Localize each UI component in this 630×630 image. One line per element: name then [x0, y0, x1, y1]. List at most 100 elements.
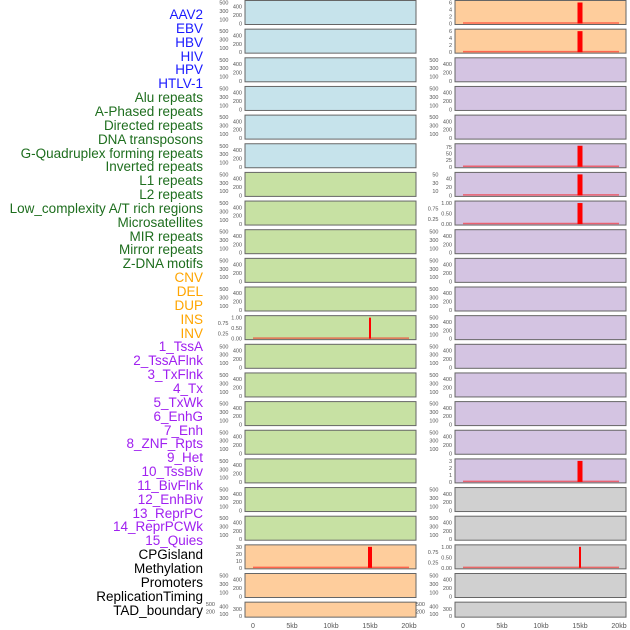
- y-tick-label: 4: [449, 36, 452, 42]
- y-tick-label: 6: [449, 1, 452, 7]
- track-panel: [454, 85, 627, 111]
- y-tick-label: 0: [239, 451, 242, 457]
- y-tick-label: 100: [219, 612, 228, 618]
- y-tick-label: 500: [219, 402, 228, 408]
- y-tick-label: 100: [219, 103, 228, 109]
- signal-bar: [369, 317, 371, 339]
- y-tick-label: 40: [446, 177, 452, 183]
- y-tick-label: 300: [219, 9, 228, 15]
- y-tick-label: 0: [239, 595, 242, 601]
- y-tick-label: 4: [449, 8, 452, 14]
- y-tick-label: 500: [429, 402, 438, 408]
- y-tick-label: 100: [219, 533, 228, 539]
- y-tick-label: 300: [219, 124, 228, 130]
- y-tick-label: 100: [219, 361, 228, 367]
- y-tick-label: 0: [449, 165, 452, 171]
- legend-label: 10_TssBiv: [141, 464, 203, 480]
- y-tick-label: 200: [233, 242, 242, 248]
- y-tick-label: 500: [429, 516, 438, 522]
- track-panel: [244, 171, 417, 197]
- y-tick-label: 200: [443, 242, 452, 248]
- track-panel: [454, 200, 627, 226]
- y-tick-label: 400: [233, 578, 242, 584]
- y-tick-label: 500: [429, 287, 438, 293]
- y-tick-label: 500: [416, 602, 425, 608]
- y-tick-label: 200: [233, 13, 242, 19]
- legend-label: G-Quadruplex forming repeats: [20, 145, 203, 161]
- y-tick-label: 0: [239, 423, 242, 429]
- y-tick-label: 500: [429, 86, 438, 92]
- legend-label: 6_EnhG: [153, 408, 203, 424]
- y-tick-label: 3: [449, 459, 452, 465]
- y-tick-label: 300: [429, 525, 438, 531]
- y-tick-label: 500: [429, 344, 438, 350]
- signal-bar: [368, 546, 372, 568]
- track-panel: [244, 573, 417, 598]
- y-tick-label: 0: [239, 222, 242, 228]
- legend-label: CNV: [174, 270, 203, 286]
- y-tick-label: 500: [429, 430, 438, 436]
- y-tick-label: 200: [233, 70, 242, 76]
- y-tick-label: 400: [233, 463, 242, 469]
- track-panel: [454, 143, 627, 169]
- y-tick-label: 100: [429, 590, 438, 596]
- y-tick-label: 400: [443, 492, 452, 498]
- y-tick-label: 300: [219, 525, 228, 531]
- y-tick-label: 300: [219, 381, 228, 387]
- y-tick-label: 400: [233, 492, 242, 498]
- y-tick-label: 400: [233, 234, 242, 240]
- legend-label: Promoters: [140, 574, 203, 590]
- y-tick-label: 300: [219, 496, 228, 502]
- y-tick-label: 400: [429, 605, 438, 611]
- y-tick-label: 300: [429, 381, 438, 387]
- legend-label: 14_ReprPCWk: [112, 519, 203, 535]
- y-tick-label: 0: [239, 365, 242, 371]
- y-tick-label: 300: [429, 238, 438, 244]
- y-tick-label: 100: [219, 247, 228, 253]
- y-tick-label: 1.00: [441, 545, 452, 551]
- track-panel: [244, 343, 417, 369]
- y-tick-label: 1: [449, 473, 452, 479]
- y-tick-label: 200: [233, 529, 242, 535]
- y-tick-label: 0.50: [441, 212, 452, 218]
- track-panel: [244, 229, 417, 255]
- y-tick-label: 0.00: [231, 337, 242, 343]
- y-tick-label: 500: [429, 316, 438, 322]
- legend-label: 1_TssA: [158, 339, 203, 355]
- y-tick-label: 200: [233, 300, 242, 306]
- y-tick-label: 400: [233, 520, 242, 526]
- y-tick-label: 100: [429, 132, 438, 138]
- track-panel: [244, 515, 417, 541]
- y-tick-label: 100: [219, 275, 228, 281]
- x-tick-label: 0: [251, 623, 255, 630]
- track-panel: [244, 28, 417, 54]
- track-panel: [244, 429, 417, 455]
- track-panel: [454, 171, 627, 197]
- y-tick-label: 0: [239, 509, 242, 515]
- y-tick-label: 0.75: [428, 206, 439, 212]
- track-panel: [454, 458, 627, 484]
- y-tick-label: 10: [236, 559, 242, 565]
- track-panel: [244, 0, 417, 25]
- y-tick-label: 100: [429, 447, 438, 453]
- x-tick-label: 15kb: [572, 623, 587, 630]
- legend-label: 2_TssAFlnk: [133, 353, 203, 369]
- legend-label: 15_Quies: [145, 533, 203, 549]
- y-tick-label: 75: [446, 145, 452, 151]
- y-tick-label: 100: [429, 332, 438, 338]
- y-tick-label: 500: [429, 230, 438, 236]
- y-tick-label: 200: [443, 529, 452, 535]
- y-tick-label: 400: [233, 177, 242, 183]
- track-panel: [244, 401, 417, 427]
- legend-label: Mirror repeats: [118, 242, 203, 258]
- y-tick-label: 0.00: [441, 566, 452, 572]
- legend-label: INV: [180, 325, 203, 341]
- y-tick-label: 200: [443, 500, 452, 506]
- legend-label: Low_complexity A/T rich regions: [9, 200, 203, 216]
- y-tick-label: 0: [449, 50, 452, 56]
- y-tick-label: 0: [449, 308, 452, 314]
- y-tick-label: 0: [239, 79, 242, 85]
- track-panel: [244, 372, 417, 398]
- y-tick-label: 0: [449, 537, 452, 543]
- track-panel: [244, 257, 417, 283]
